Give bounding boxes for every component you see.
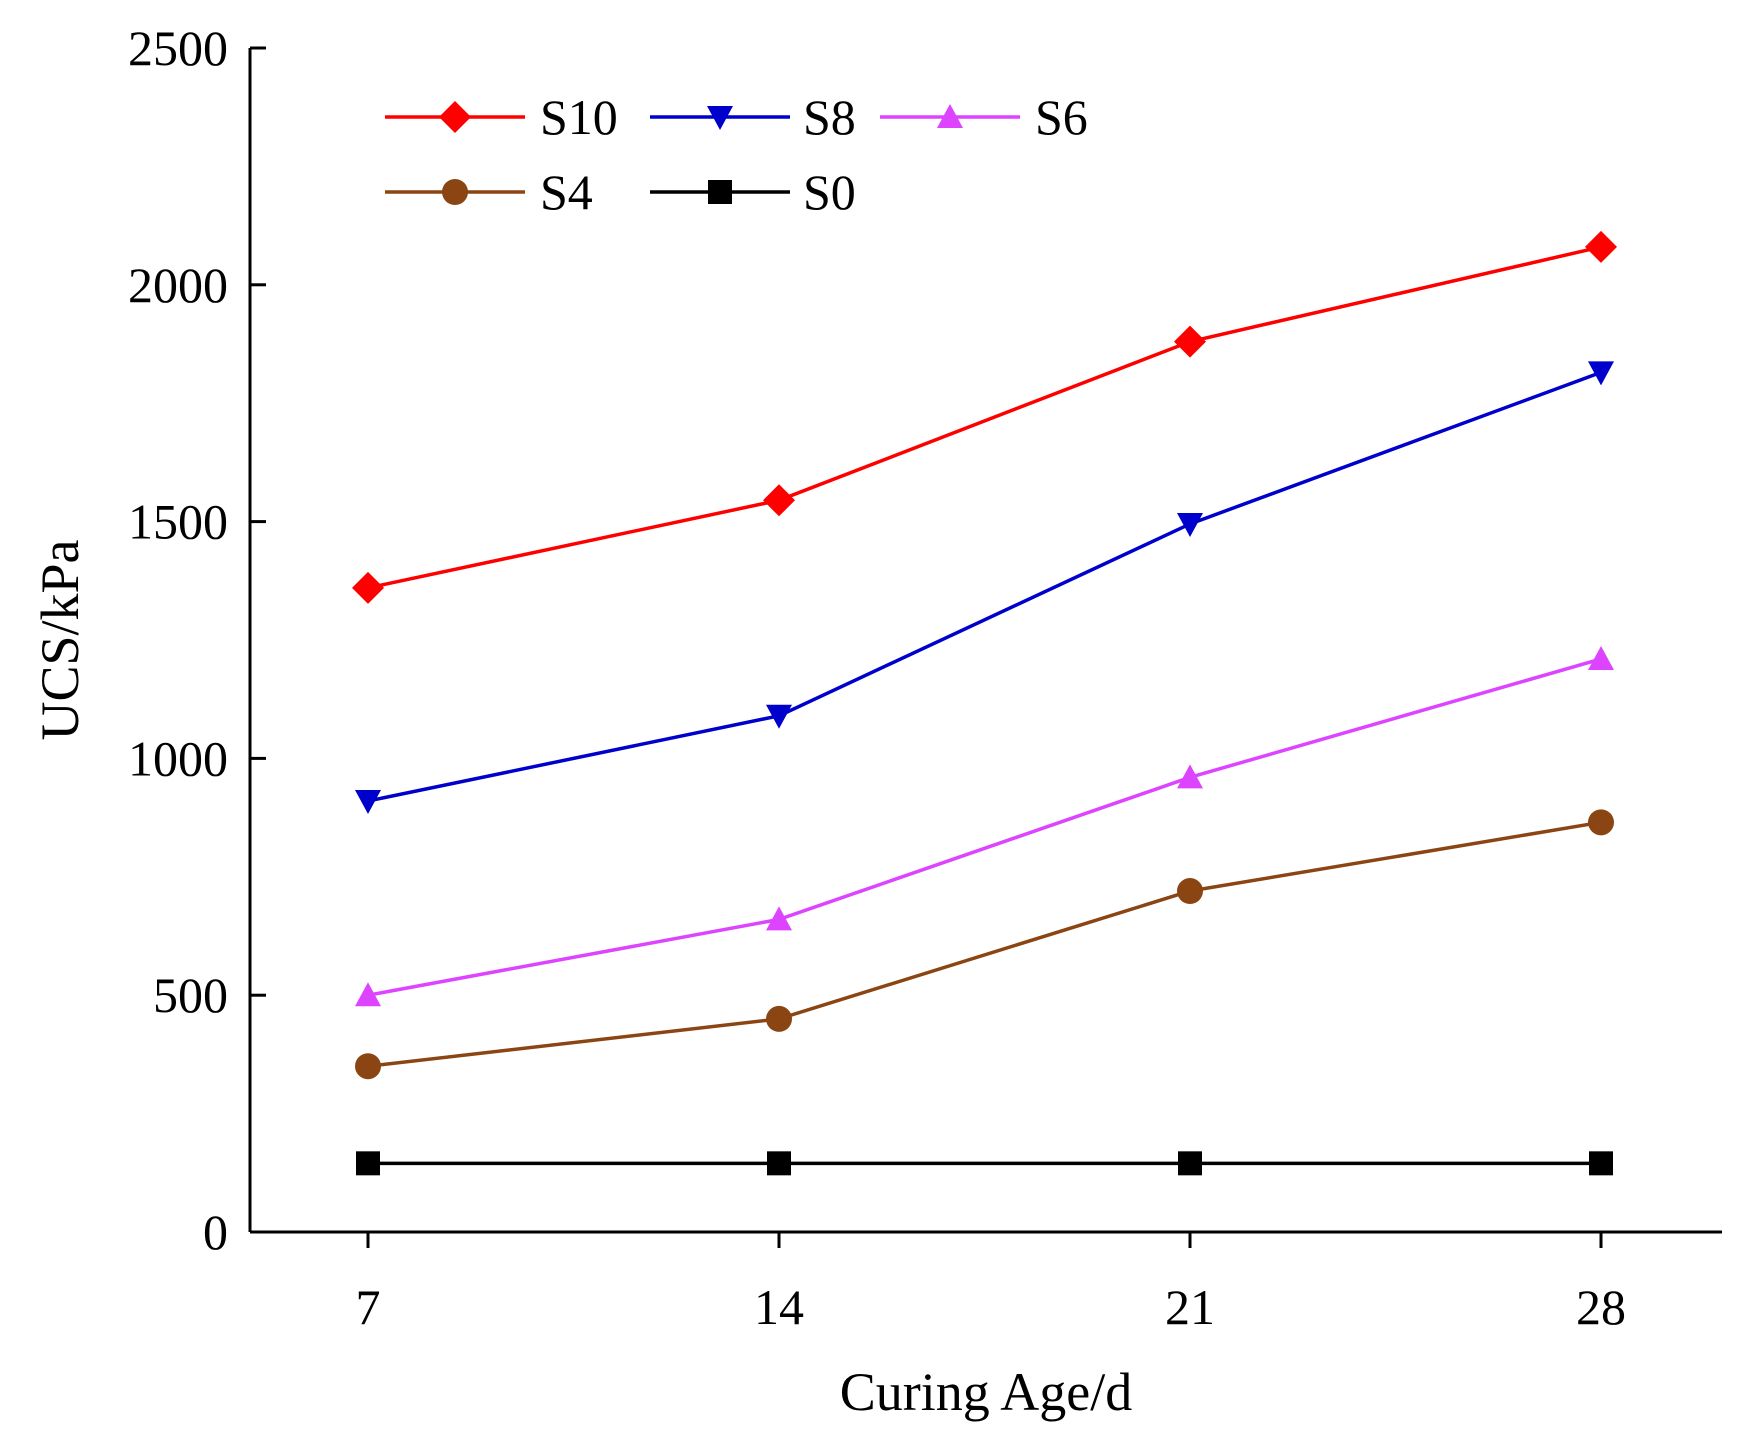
legend-marker-s4 (442, 179, 468, 205)
data-point-s4 (355, 1053, 381, 1080)
y-tick-label: 2000 (128, 257, 228, 313)
series-line-s8 (367, 370, 1602, 803)
legend-label: S0 (803, 164, 856, 220)
data-point-s0 (1589, 1151, 1613, 1176)
legend: S10 S8 S6 S4 S0 (385, 89, 1088, 220)
data-point-s8 (355, 790, 381, 815)
x-tick-label: 28 (1576, 1279, 1626, 1335)
data-point-s10 (1174, 325, 1206, 358)
y-tick-label: 1500 (128, 494, 228, 550)
series-s8 (355, 361, 1614, 815)
data-point-s6 (1588, 645, 1614, 670)
data-point-s10 (1585, 230, 1617, 263)
x-tick-label: 7 (356, 1279, 381, 1335)
data-point-s10 (763, 484, 795, 517)
series-line-s6 (367, 657, 1602, 997)
data-point-s8 (1177, 512, 1203, 537)
data-point-s8 (1588, 361, 1614, 386)
data-point-s4 (766, 1005, 792, 1032)
legend-label: S10 (540, 89, 618, 145)
legend-marker-s0 (708, 180, 732, 204)
legend-item-s0: S0 (650, 164, 856, 220)
series-line-s4 (367, 820, 1602, 1068)
legend-label: S4 (540, 164, 593, 220)
legend-item-s10: S10 (385, 89, 618, 145)
axes: 0 500 1000 1500 2000 2500 7 14 21 28 (128, 20, 1722, 1335)
data-point-s0 (767, 1151, 791, 1176)
x-axis-title: Curing Age/d (840, 1362, 1133, 1422)
data-point-s8 (766, 704, 792, 729)
legend-item-s4: S4 (385, 164, 593, 220)
data-point-s10 (352, 571, 384, 604)
legend-item-s6: S6 (880, 89, 1088, 145)
data-point-s0 (356, 1151, 380, 1176)
data-point-s6 (355, 982, 381, 1007)
series-line-s10 (367, 245, 1602, 590)
x-tick-label: 14 (754, 1279, 804, 1335)
data-point-s4 (1177, 878, 1203, 905)
legend-marker-s6 (937, 104, 963, 128)
y-tick-label: 2500 (128, 20, 228, 76)
legend-label: S8 (803, 89, 856, 145)
y-tick-label: 500 (153, 967, 228, 1023)
y-axis-title: UCS/kPa (30, 539, 90, 740)
series-layer (352, 230, 1617, 1176)
series-s0 (356, 1151, 1613, 1176)
data-point-s6 (766, 906, 792, 931)
y-tick-label: 0 (203, 1204, 228, 1260)
series-s6 (355, 645, 1614, 1007)
legend-marker-s10 (439, 101, 471, 133)
data-point-s0 (1178, 1151, 1202, 1176)
data-point-s6 (1177, 764, 1203, 789)
x-tick-label: 21 (1165, 1279, 1215, 1335)
y-tick-label: 1000 (128, 730, 228, 786)
legend-marker-s8 (707, 106, 733, 130)
legend-label: S6 (1035, 89, 1088, 145)
legend-item-s8: S8 (650, 89, 856, 145)
series-s4 (355, 809, 1614, 1080)
data-point-s4 (1588, 809, 1614, 836)
series-s10 (352, 230, 1617, 604)
